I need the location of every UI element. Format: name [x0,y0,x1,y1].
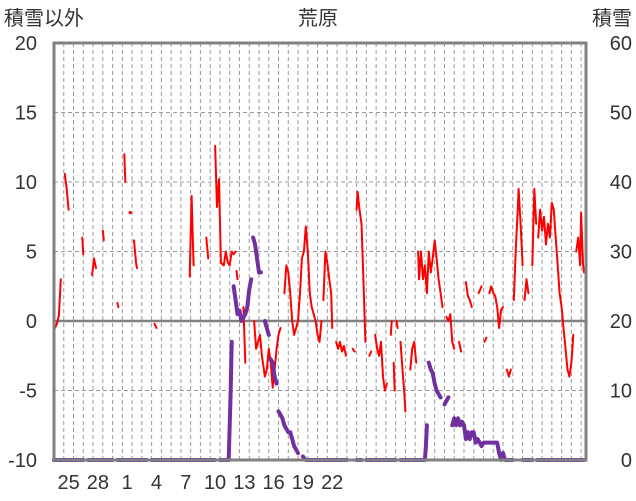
temperature-line-segment [458,340,463,353]
temperature-line-segment [116,301,120,309]
x-tick-label: 19 [292,472,314,494]
temperature-line-segment [351,347,356,353]
plot-frame [52,41,588,462]
temperature-line-segment [445,313,456,350]
x-tick-label: 22 [321,472,343,494]
temperature-line-segment [389,320,393,336]
snow-depth-line-segment [251,235,263,275]
right-tick-label: 60 [610,33,632,55]
right-tick-label: 0 [621,450,632,472]
temperature-line-segment [488,285,504,329]
x-tick-label: 28 [87,472,109,494]
temperature-line-segment [374,333,388,392]
series-layer [52,144,586,462]
temperature-line-segment [253,320,282,389]
temperature-line-segment [409,340,418,371]
x-tick-label: 13 [233,472,255,494]
temperature-line-segment [395,320,399,329]
series-temperature-line [53,144,585,413]
right-axis-ticks: 60 50 40 30 20 10 0 [610,33,632,472]
temperature-line-segment [283,225,323,343]
snow-depth-line-segment [217,339,234,462]
right-axis-label: 積雪 [592,7,632,30]
x-tick-label: 25 [58,472,80,494]
temperature-line-segment [523,278,530,302]
left-tick-label: 20 [15,33,37,55]
temperature-line-segment [205,236,210,260]
temperature-line-segment [133,239,138,270]
right-tick-label: 10 [610,381,632,403]
temperature-line-point [128,210,132,215]
temperature-line-segment [464,281,473,309]
x-tick-label: 16 [263,472,285,494]
temperature-line-segment [512,187,524,302]
temperature-line-segment [101,229,105,242]
temperature-line-segment [63,172,70,211]
snow-depth-line-segment [276,409,300,456]
snow-depth-line-segment [450,416,504,462]
x-tick-label: 7 [180,472,191,494]
x-tick-label: 10 [204,472,226,494]
temperature-line-segment [188,194,195,278]
x-tick-label: 4 [151,472,162,494]
right-tick-label: 20 [610,311,632,333]
series-snow-depth-line [52,235,586,462]
snow-depth-line-segment [426,360,443,400]
right-tick-label: 40 [610,172,632,194]
temperature-line-segment [235,270,239,281]
temperature-line-segment [214,144,237,267]
grid [54,43,586,460]
left-tick-label: 15 [15,103,37,125]
left-tick-label: -5 [19,381,37,403]
temperature-line-segment [531,187,538,267]
snow-depth-line-segment [398,423,429,462]
temperature-line-segment [417,239,444,309]
temperature-line-segment [322,250,334,329]
left-tick-label: 0 [26,311,37,333]
temperature-line-segment [477,285,483,295]
left-tick-label: 10 [15,172,37,194]
temperature-line-segment [392,361,396,392]
temperature-line-segment [575,211,585,274]
left-axis-label: 積雪以外 [4,7,84,30]
x-axis-ticks: 25 28 1 4 7 10 13 16 19 22 [58,472,344,494]
left-tick-label: 5 [26,242,37,264]
snow-depth-line-segment [231,277,254,323]
temperature-line-segment [368,350,373,357]
right-tick-label: 50 [610,103,632,125]
temperature-line-segment [399,340,407,413]
x-tick-label: 1 [122,472,133,494]
left-tick-label: -10 [8,450,37,472]
temperature-line-segment [123,153,127,183]
snow-depth-line-segment [442,395,451,407]
temperature-line-segment [355,190,367,343]
chart-title: 荒原 [298,7,338,30]
left-axis-ticks: 20 15 10 5 0 -5 -10 [8,33,37,472]
temperature-line-segment [91,257,97,277]
temperature-line-segment [483,336,488,343]
temperature-line-segment [537,201,575,378]
temperature-line-segment [335,340,347,357]
snow-depth-line-segment [262,319,271,337]
temperature-line-segment [153,322,158,329]
snow-depth-line-segment [268,357,279,386]
right-tick-label: 30 [610,242,632,264]
temperature-line-segment [505,368,512,378]
temperature-line-segment [81,236,85,256]
